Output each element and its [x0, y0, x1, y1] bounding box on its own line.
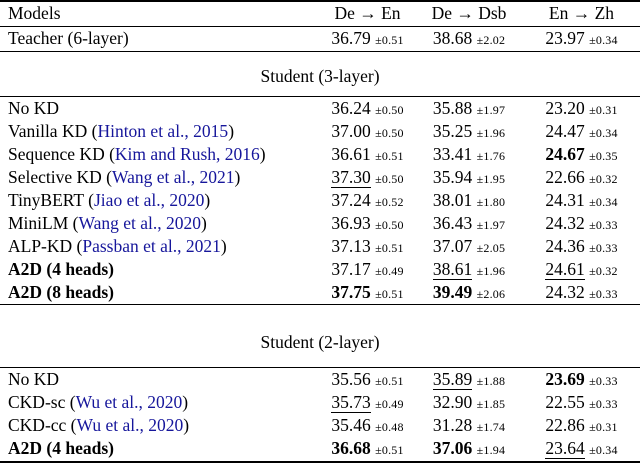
model-label: No KD [8, 368, 60, 389]
teacher-row: Teacher (6-layer) 36.79 ±0.51 38.68 ±2.0… [0, 26, 640, 52]
header-de-en: De → En [320, 0, 415, 27]
score-cell: 36.61 ±0.51 [331, 143, 404, 164]
score-cell: 36.43 ±1.97 [432, 212, 506, 233]
score-value: 38.68 [432, 28, 473, 49]
score-cell: 37.75 ±0.51 [320, 281, 415, 305]
model-label: No KD [8, 97, 60, 118]
section-title: Student (2-layer) [0, 304, 640, 368]
model-label: Vanilla KD (Hinton et al., 2015) [8, 120, 235, 141]
score-cell: 32.90 ±1.85 [432, 391, 506, 412]
score-cell: 24.32 ±0.33 [523, 281, 640, 305]
table-row: Selective KD (Wang et al., 2021) 37.30 ±… [0, 166, 640, 189]
score-cell: 38.61 ±1.96 [432, 258, 506, 280]
table-row: Sequence KD (Kim and Rush, 2016) 36.61 ±… [0, 143, 640, 166]
score-stddev: ±0.34 [589, 33, 618, 48]
score-value: 36.79 [331, 28, 371, 49]
score-cell: 33.41 ±1.76 [432, 143, 506, 164]
header-models: Models [0, 0, 320, 27]
citation-link[interactable]: Kim and Rush, 2016 [114, 143, 260, 164]
score-cell: 24.47 ±0.34 [545, 120, 618, 141]
score-cell: 24.67 ±0.35 [545, 143, 618, 164]
citation-link[interactable]: Wang et al., 2020 [78, 212, 202, 233]
score-cell: 35.73 ±0.49 [331, 391, 404, 413]
score-stddev: ±0.51 [375, 33, 404, 48]
citation-link[interactable]: Wang et al., 2021 [112, 166, 235, 187]
score-cell: 37.07 ±2.05 [432, 235, 506, 256]
score-stddev: ±2.02 [476, 33, 506, 48]
table-row: A2D (4 heads) 37.17 ±0.49 38.61 ±1.96 24… [0, 258, 640, 281]
table-row: TinyBERT (Jiao et al., 2020) 37.24 ±0.52… [0, 189, 640, 212]
score-cell: 35.88 ±1.97 [432, 97, 506, 118]
score-cell: 37.17 ±0.49 [331, 258, 404, 279]
table-row: No KD 35.56 ±0.51 35.89 ±1.88 23.69 ±0.3… [0, 368, 640, 392]
table-row: MiniLM (Wang et al., 2020) 36.93 ±0.50 3… [0, 212, 640, 235]
score-cell: 36.24 ±0.50 [331, 97, 404, 118]
citation-link[interactable]: Wu et al., 2020 [75, 391, 183, 412]
score-cell: 38.01 ±1.80 [432, 189, 506, 210]
citation-link[interactable]: Wu et al., 2020 [76, 414, 184, 435]
model-label: ALP-KD (Passban et al., 2021) [8, 235, 227, 256]
score-value: 23.97 [545, 28, 585, 49]
score-cell: 38.68 ±2.02 [415, 26, 523, 52]
model-label: TinyBERT (Jiao et al., 2020) [8, 189, 211, 210]
score-cell: 23.20 ±0.31 [545, 97, 618, 118]
header-de-dsb: De → Dsb [415, 0, 523, 27]
model-label: MiniLM (Wang et al., 2020) [8, 212, 207, 233]
model-label: A2D (8 heads) [0, 281, 320, 305]
citation-link[interactable]: Jiao et al., 2020 [94, 189, 205, 210]
score-cell: 24.31 ±0.34 [545, 189, 618, 210]
score-cell: 37.00 ±0.50 [331, 120, 404, 141]
section-header-3layer: Student (3-layer) [0, 51, 640, 97]
model-label: Teacher (6-layer) [0, 26, 320, 52]
model-label: CKD-sc (Wu et al., 2020) [8, 391, 189, 412]
score-cell: 35.25 ±1.96 [432, 120, 506, 141]
table-row: CKD-sc (Wu et al., 2020) 35.73 ±0.49 32.… [0, 391, 640, 414]
score-cell: 39.49 ±2.06 [415, 281, 523, 305]
score-cell: 36.93 ±0.50 [331, 212, 404, 233]
score-cell: 37.13 ±0.51 [331, 235, 404, 256]
score-cell: 22.55 ±0.33 [545, 391, 618, 412]
section-header-2layer: Student (2-layer) [0, 304, 640, 368]
table-row: CKD-cc (Wu et al., 2020) 35.46 ±0.48 31.… [0, 414, 640, 437]
score-cell: 24.61 ±0.32 [545, 258, 618, 280]
score-cell: 35.56 ±0.51 [331, 368, 404, 389]
table-row: ALP-KD (Passban et al., 2021) 37.13 ±0.5… [0, 235, 640, 258]
table-row: A2D (8 heads) 37.75 ±0.51 39.49 ±2.06 24… [0, 281, 640, 305]
score-cell: 37.30 ±0.50 [331, 166, 404, 188]
model-label: Selective KD (Wang et al., 2021) [8, 166, 241, 187]
score-cell: 35.94 ±1.95 [432, 166, 506, 187]
score-cell: 37.24 ±0.52 [331, 189, 404, 210]
score-cell: 24.36 ±0.33 [545, 235, 618, 256]
header-en-zh: En → Zh [523, 0, 640, 27]
citation-link[interactable]: Passban et al., 2021 [82, 235, 221, 256]
model-label: Sequence KD (Kim and Rush, 2016) [8, 143, 266, 164]
score-cell: 24.32 ±0.33 [545, 212, 618, 233]
table-row: No KD 36.24 ±0.50 35.88 ±1.97 23.20 ±0.3… [0, 97, 640, 121]
table-row: Vanilla KD (Hinton et al., 2015) 37.00 ±… [0, 120, 640, 143]
model-label: CKD-cc (Wu et al., 2020) [8, 414, 190, 435]
score-cell: 35.46 ±0.48 [331, 414, 404, 435]
score-cell: 23.97 ±0.34 [523, 26, 640, 52]
score-cell: 35.89 ±1.88 [432, 368, 506, 390]
score-cell: 31.28 ±1.74 [432, 414, 506, 435]
section-title: Student (3-layer) [0, 51, 640, 97]
score-cell: 22.86 ±0.31 [545, 414, 618, 435]
table-header-row: Models De → En De → Dsb En → Zh [0, 0, 640, 27]
model-label: A2D (4 heads) [8, 258, 114, 279]
score-cell: 36.79 ±0.51 [320, 26, 415, 52]
citation-link[interactable]: Hinton et al., 2015 [97, 120, 229, 141]
score-cell: 22.66 ±0.32 [545, 166, 618, 187]
score-cell: 23.69 ±0.33 [545, 368, 618, 389]
